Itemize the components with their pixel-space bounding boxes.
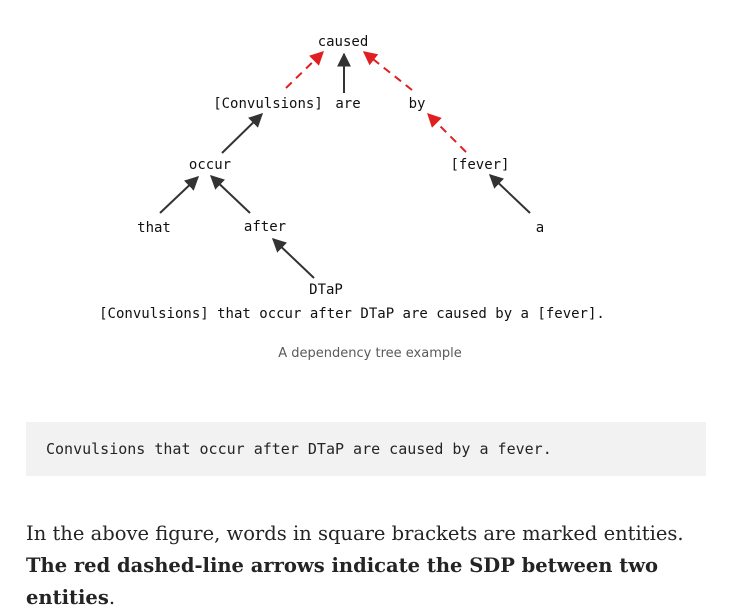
paragraph-end: . (108, 586, 116, 609)
word-occur: occur (189, 157, 231, 173)
paragraph-bold-text: The red dashed-line arrows indicate the … (26, 554, 659, 609)
edge-a-to-fever (488, 174, 531, 214)
word-fever: [fever] (450, 157, 509, 173)
edge-after-to-occur (209, 175, 251, 214)
body-paragraph: In the above figure, words in square bra… (26, 518, 716, 614)
word-a: a (536, 220, 544, 236)
word-that: that (137, 220, 171, 236)
figure-caption: A dependency tree example (278, 346, 462, 361)
word-are: are (335, 96, 360, 112)
code-block: Convulsions that occur after DTaP are ca… (26, 422, 706, 476)
word-caused: caused (318, 34, 369, 50)
edge-fever-to-by (427, 113, 467, 153)
paragraph-text: In the above figure, words in square bra… (26, 522, 684, 545)
word-dtap: DTaP (309, 282, 343, 298)
dependency-tree-figure: caused [Convulsions] are by occur [fever… (99, 34, 605, 322)
edge-occur-to-convulsions (221, 113, 264, 154)
code-text: Convulsions that occur after DTaP are ca… (46, 440, 552, 458)
word-after: after (244, 219, 286, 235)
edge-that-to-occur (159, 176, 200, 214)
edge-by-to-caused (362, 51, 413, 91)
edge-convulsions-to-caused (285, 51, 325, 89)
word-convulsions: [Convulsions] (213, 96, 323, 112)
word-by: by (409, 96, 426, 112)
example-sentence: [Convulsions] that occur after DTaP are … (99, 306, 605, 322)
edge-dtap-to-after (271, 238, 315, 279)
